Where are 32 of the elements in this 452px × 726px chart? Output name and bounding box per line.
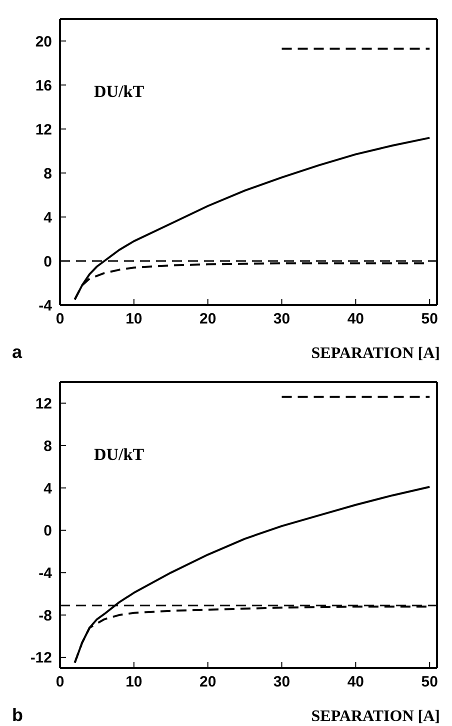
x-tick-label: 40: [347, 310, 364, 328]
x-tick-label: 0: [56, 310, 64, 328]
x-axis-title: SEPARATION [A]: [311, 708, 440, 726]
y-tick-label: -4: [38, 297, 53, 314]
x-axis-title: SEPARATION [A]: [311, 345, 440, 363]
x-tick-label: 10: [126, 310, 142, 328]
y-tick-label: 12: [35, 396, 52, 413]
x-tick-label: 20: [200, 674, 216, 691]
y-axis-title: DU/kT: [94, 445, 144, 465]
x-tick-label: 10: [126, 674, 142, 691]
x-tick-label: 0: [56, 674, 64, 691]
y-tick-label: 0: [44, 253, 52, 270]
x-tick-label: 30: [273, 674, 290, 691]
x-tick-label: 50: [421, 674, 438, 691]
x-tick-label: 40: [347, 674, 364, 691]
y-tick-label: 0: [44, 522, 52, 540]
y-axis-title: DU/kT: [94, 82, 144, 102]
y-tick-label: 8: [44, 438, 52, 455]
x-tick-label: 30: [273, 310, 290, 328]
y-tick-label: -12: [30, 650, 52, 667]
text: a: [12, 342, 22, 363]
x-tick-label: 50: [421, 310, 438, 328]
y-tick-label: 16: [35, 77, 52, 94]
y-tick-label: 8: [44, 165, 52, 182]
text: b: [12, 705, 23, 726]
x-tick-label: 20: [200, 310, 216, 328]
y-tick-label: -8: [38, 607, 52, 624]
y-tick-label: 4: [44, 209, 53, 226]
y-tick-label: 4: [44, 480, 53, 498]
y-tick-label: 12: [35, 121, 52, 138]
y-tick-label: 20: [35, 33, 52, 50]
y-tick-label: -4: [38, 564, 53, 582]
